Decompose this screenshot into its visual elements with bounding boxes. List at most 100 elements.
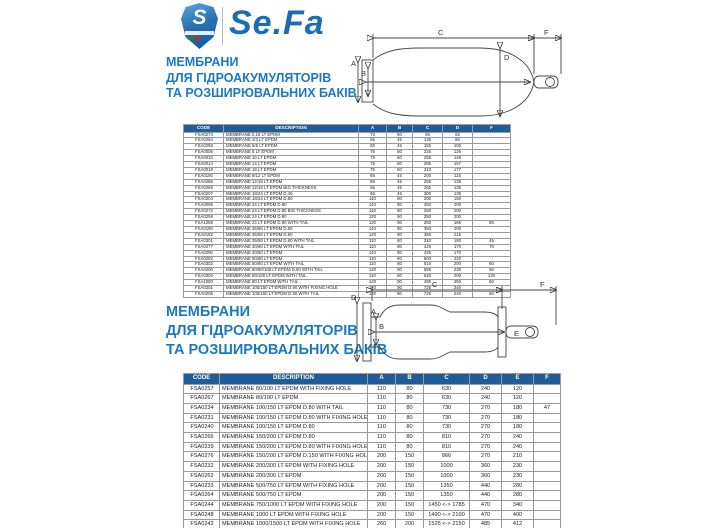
cell-value: 280 bbox=[501, 480, 534, 492]
cell-value: 280 bbox=[501, 490, 534, 501]
cell-value bbox=[533, 480, 561, 492]
cell-description: MEMBRANE 500/750 LT EPDM WITH FIXING HOL… bbox=[219, 480, 368, 492]
column-header-d: D bbox=[442, 124, 473, 133]
cell-value: 200 bbox=[367, 499, 396, 511]
cell-description: MEMBRANE 100/150 LT EPDM D.80 bbox=[219, 422, 368, 434]
cell-value: 110 bbox=[367, 432, 396, 443]
cell-value: 230 bbox=[501, 461, 534, 472]
cell-value: 110 bbox=[367, 402, 396, 414]
cell-value: 1525 <-> 2150 bbox=[423, 519, 470, 528]
cell-value: 200 bbox=[367, 490, 396, 501]
dimension-label-a: A bbox=[351, 59, 356, 68]
column-header-b: B bbox=[395, 373, 424, 385]
cell-value: 230 bbox=[501, 470, 534, 482]
cell-description: MEMBRANE 100/150 LT EPDM D.90 WITH TAIL bbox=[223, 290, 359, 298]
header-row: CODE DESCRIPTION A B C D E F bbox=[183, 373, 561, 385]
cell-code: FSA0267 bbox=[183, 393, 220, 404]
table-row: FSA0277 MEMBRANE 40/60 LT EPDM WITH TAIL 1… bbox=[183, 243, 511, 251]
cell-value: 200 bbox=[367, 461, 396, 472]
table-row: FSA0266 MEMBRANE 150/200 LT EPDM D.80 110 8… bbox=[183, 432, 561, 443]
table-row: FSA0264 MEMBRANE 500/750 LT EPDM 200 150 135… bbox=[183, 490, 561, 501]
table-row: FSA0240 MEMBRANE 100/150 LT EPDM D.80 110 8… bbox=[183, 422, 561, 434]
cell-code: FSA0233 bbox=[183, 480, 220, 492]
column-header-description: DESCRIPTION bbox=[219, 373, 368, 385]
column-header-code: CODE bbox=[183, 124, 224, 133]
cell-value bbox=[533, 383, 561, 395]
table-row: FSA0248 MEMBRANE 1000 LT EPDM WITH FIXING… bbox=[183, 509, 561, 521]
cell-value: 866 bbox=[423, 451, 470, 463]
membrane-body-bottom bbox=[371, 346, 499, 360]
cell-description: MEMBRANE 1000 LT EPDM WITH FIXING HOLE bbox=[219, 509, 368, 521]
header-row: CODE DESCRIPTION A B C D F bbox=[183, 124, 511, 133]
cell-value: 1490 <-> 2100 bbox=[423, 509, 470, 521]
cell-value: 150 bbox=[395, 499, 424, 511]
table-row: FSA0242 MEMBRANE 1000/1500 LT EPDM WITH F… bbox=[183, 519, 561, 528]
cell-value: 810 bbox=[423, 432, 470, 443]
cell-description: MEMBRANE 100/150 LT EPDM D.80 WITH FIXIN… bbox=[219, 412, 368, 424]
cell-value bbox=[533, 499, 561, 511]
shield-color-band bbox=[186, 37, 213, 40]
table-row: FSA0233 MEMBRANE 500/750 LT EPDM WITH FIX… bbox=[183, 480, 561, 492]
cell-code: FSA0239 bbox=[183, 441, 220, 453]
cell-code: FSA0205 bbox=[183, 290, 224, 298]
cell-value bbox=[533, 393, 561, 404]
cell-description: MEMBRANE 150/200 LT EPDM D.80 bbox=[219, 432, 368, 443]
membrane-table-2: CODE DESCRIPTION A B C D E F FSA0257 MEMBRANE 80/… bbox=[183, 373, 561, 528]
valve-stub bbox=[533, 75, 559, 89]
dimension-label-a: A bbox=[371, 307, 376, 316]
cell-value: 1000 bbox=[423, 461, 470, 472]
column-header-b: B bbox=[386, 124, 413, 133]
cell-value: 240 bbox=[469, 383, 502, 395]
cell-value bbox=[533, 412, 561, 424]
column-header-f: F bbox=[533, 373, 561, 385]
cell-value: 360 bbox=[469, 461, 502, 472]
dimension-label-f: F bbox=[544, 28, 549, 37]
cell-value: 730 bbox=[423, 422, 470, 434]
cell-value bbox=[533, 432, 561, 443]
table-row: FSA0276 MEMBRANE 150/200 LT EPDM D.150 WI… bbox=[183, 451, 561, 463]
column-header-a: A bbox=[367, 373, 396, 385]
cell-value: 80 bbox=[395, 441, 424, 453]
cell-value bbox=[533, 451, 561, 463]
cell-value: 150 bbox=[395, 461, 424, 472]
membrane-body-top bbox=[371, 304, 499, 318]
cell-description: MEMBRANE 150/200 LT EPDM D.80 WITH FIXIN… bbox=[219, 441, 368, 453]
cell-value: 485 bbox=[469, 519, 502, 528]
valve-hole bbox=[545, 77, 555, 87]
table-row: FSA0274 MEMBRANE 0,16 LT EPDM 73 60 65 62 bbox=[183, 131, 511, 139]
cell-value bbox=[533, 490, 561, 501]
cell-value: 630 bbox=[423, 393, 470, 404]
cell-value: 47 bbox=[533, 402, 561, 414]
cell-value: 260 bbox=[367, 519, 396, 528]
cell-value: 200 bbox=[367, 451, 396, 463]
table-row: FSA0267 MEMBRANE 80/100 LT EPDM 110 80 630 24… bbox=[183, 393, 561, 404]
cell-value: 1450 <-> 1785 bbox=[423, 499, 470, 511]
cell-code: FSA0264 bbox=[183, 490, 220, 501]
cell-value: 200 bbox=[367, 480, 396, 492]
cell-value: 360 bbox=[469, 470, 502, 482]
cell-code: FSA0276 bbox=[183, 451, 220, 463]
column-header-code: CODE bbox=[183, 373, 220, 385]
cell-code: FSA0262 bbox=[183, 470, 220, 482]
table-row: FSA0244 MEMBRANE 750/1000 LT EPDM WITH FI… bbox=[183, 499, 561, 511]
column-header-c: C bbox=[412, 124, 443, 133]
heading-line: ДЛЯ ГІДРОАКУМУЛЯТОРІВ bbox=[166, 70, 332, 85]
sefa-shield-logo-icon: S bbox=[181, 3, 218, 49]
cell-value: 200 bbox=[395, 519, 424, 528]
cell-value bbox=[533, 509, 561, 521]
table-row: FSA0180 MEMBRANE 35/50 LT EPDM D.80 110 80 3… bbox=[183, 226, 511, 233]
cell-value bbox=[533, 441, 561, 453]
cell-value: 80 bbox=[395, 422, 424, 434]
membrane-diagram-2: C F D A B E bbox=[351, 280, 565, 371]
cell-value: 150 bbox=[395, 509, 424, 521]
cell-value: 240 bbox=[501, 432, 534, 443]
valve-stub bbox=[505, 325, 539, 339]
cell-value: 110 bbox=[367, 422, 396, 434]
cell-code: FSA0257 bbox=[183, 383, 220, 395]
cell-value: 110 bbox=[367, 441, 396, 453]
cell-value: 210 bbox=[501, 451, 534, 463]
cell-value: 180 bbox=[501, 412, 534, 424]
cell-value: 110 bbox=[367, 383, 396, 395]
cell-description: MEMBRANE 200/300 LT EPDM bbox=[219, 470, 368, 482]
dimension-label-d: D bbox=[504, 53, 510, 62]
